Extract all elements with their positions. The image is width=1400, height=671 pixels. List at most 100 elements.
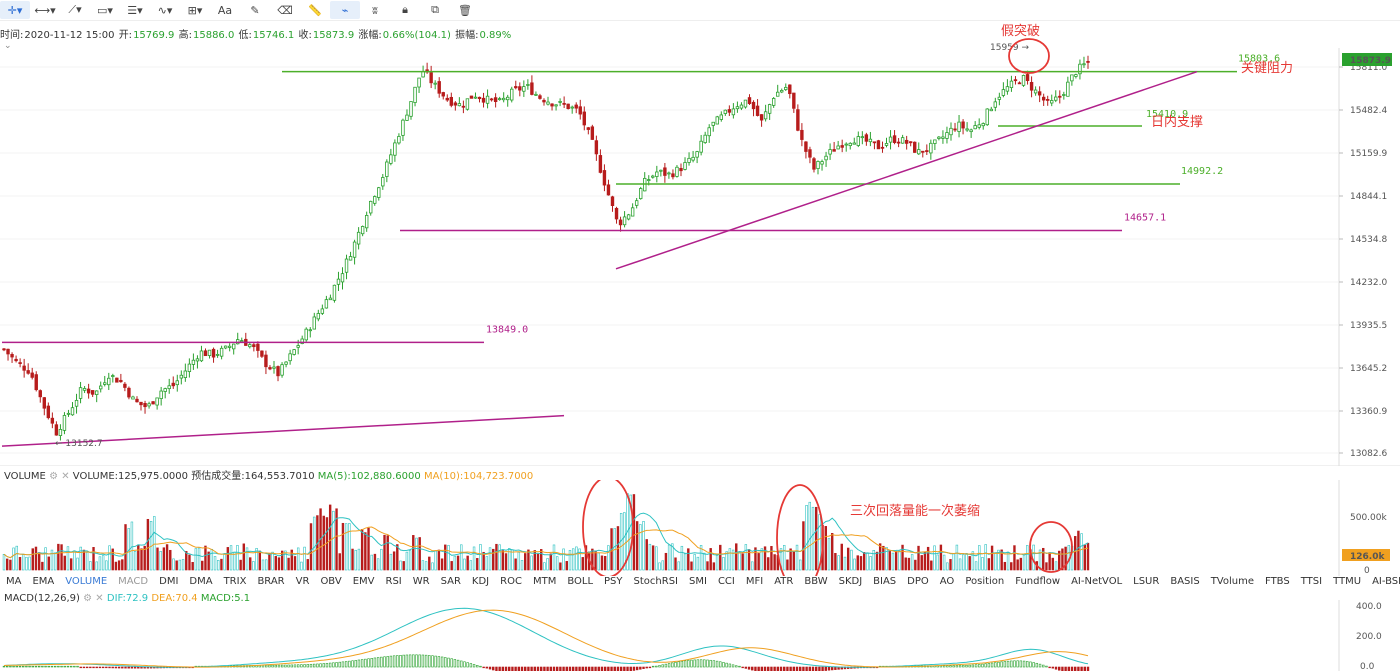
- macd-bar: [73, 665, 76, 668]
- lock-icon[interactable]: 🔒︎: [402, 3, 408, 16]
- trend-line-icon[interactable]: ⟋▾: [68, 3, 82, 16]
- macd-bar: [687, 660, 690, 668]
- copy-icon[interactable]: ⧉: [431, 3, 439, 16]
- macd-bar: [587, 666, 591, 671]
- indicator-tab-mtm[interactable]: MTM: [532, 576, 557, 587]
- indicator-tab-atr[interactable]: ATR: [774, 576, 794, 587]
- indicator-tab-roc[interactable]: ROC: [500, 576, 522, 587]
- indicator-tab-mfi[interactable]: MFI: [745, 576, 764, 587]
- eraser-icon[interactable]: ⌫: [277, 3, 293, 17]
- indicator-tab-stochrsi[interactable]: StochRSI: [633, 576, 678, 587]
- indicator-tab-ttmu[interactable]: TTMU: [1333, 576, 1362, 587]
- volume-bar: [328, 504, 332, 571]
- indicator-tab-macd[interactable]: MACD: [118, 576, 149, 587]
- amplitude-label: 振幅:: [455, 30, 479, 41]
- magnet-icon[interactable]: ⌁: [330, 1, 360, 19]
- indicator-tab-obv[interactable]: OBV: [320, 576, 342, 587]
- macd-chart[interactable]: 400.0 200.0 0.0: [0, 600, 1400, 671]
- indicator-tab-lsur[interactable]: LSUR: [1133, 576, 1160, 587]
- trash-icon[interactable]: 🗑︎: [458, 3, 472, 17]
- volume-bar: [89, 561, 92, 571]
- indicator-tab-skdj[interactable]: SKDJ: [838, 576, 863, 587]
- fib-lines-icon[interactable]: ☰▾: [127, 3, 143, 17]
- volume-bar: [907, 557, 911, 571]
- indicator-tab-smi[interactable]: SMI: [689, 576, 707, 587]
- indicator-tab-ai-bsi[interactable]: AI-BSI: [1372, 576, 1400, 587]
- volume-bar: [239, 559, 242, 571]
- indicator-tab-ao[interactable]: AO: [939, 576, 955, 587]
- indicator-tab-ftbs[interactable]: FTBS: [1265, 576, 1290, 587]
- indicator-tab-dma[interactable]: DMA: [189, 576, 213, 587]
- candle-body: [933, 139, 937, 144]
- candle-body: [123, 383, 127, 388]
- pattern-icon[interactable]: ʬ: [372, 3, 378, 17]
- volume-bar: [41, 561, 44, 571]
- indicator-tab-position[interactable]: Position: [965, 576, 1005, 587]
- indicator-tab-sar[interactable]: SAR: [440, 576, 461, 587]
- volume-bar: [568, 550, 572, 571]
- indicator-tab-rsi[interactable]: RSI: [385, 576, 402, 587]
- indicator-tab-ma[interactable]: MA: [6, 576, 22, 587]
- indicator-tab-dpo[interactable]: DPO: [907, 576, 929, 587]
- wave-icon[interactable]: ∿▾: [157, 3, 173, 17]
- indicator-tab-brar[interactable]: BRAR: [257, 576, 285, 587]
- candle-body: [316, 313, 321, 320]
- indicator-tab-fundflow[interactable]: Fundflow: [1015, 576, 1061, 587]
- text-icon[interactable]: Aa: [217, 3, 233, 17]
- settings-icon[interactable]: ⚙: [49, 471, 59, 482]
- horizontal-ray-icon[interactable]: ⟷▾: [34, 3, 56, 17]
- crosshair-icon[interactable]: ✛▾: [0, 1, 30, 19]
- measure-icon[interactable]: ⊞▾: [187, 3, 203, 17]
- indicator-tab-volume[interactable]: VOLUME: [65, 576, 108, 587]
- indicator-tab-ema[interactable]: EMA: [32, 576, 55, 587]
- candle-body: [634, 200, 639, 206]
- indicator-tab-dmi[interactable]: DMI: [159, 576, 179, 587]
- indicator-tab-kdj[interactable]: KDJ: [471, 576, 490, 587]
- candle-body: [219, 347, 224, 357]
- indicator-tab-vr[interactable]: VR: [295, 576, 310, 587]
- indicator-tab-ttsi[interactable]: TTSI: [1300, 576, 1323, 587]
- volume-bar: [367, 527, 370, 571]
- indicator-tab-boll[interactable]: BOLL: [567, 576, 594, 587]
- indicator-tab-psy[interactable]: PSY: [604, 576, 623, 587]
- indicator-tab-ai-netvol[interactable]: AI-NetVOL: [1071, 576, 1123, 587]
- macd-bar: [540, 666, 543, 671]
- indicator-tab-emv[interactable]: EMV: [352, 576, 375, 587]
- volume-chart[interactable]: 500.00k 126.0k 0 三次回落量能一次萎缩: [0, 480, 1400, 576]
- indicator-tab-wr[interactable]: WR: [412, 576, 430, 587]
- candle-body: [377, 187, 381, 198]
- macd-dea-line: [3, 609, 1089, 668]
- close-icon[interactable]: ✕: [61, 471, 70, 482]
- candle-body: [828, 149, 832, 155]
- macd-bar: [360, 659, 364, 668]
- volume-bar: [405, 551, 409, 571]
- macd-axis-label: 400.0: [1356, 602, 1382, 612]
- candle-body: [489, 98, 494, 101]
- candle-body: [715, 116, 719, 125]
- indicator-tab-bbw[interactable]: BBW: [804, 576, 828, 587]
- settings-icon[interactable]: ⚙: [83, 593, 93, 604]
- candle-body: [719, 114, 723, 120]
- indicator-tab-basis[interactable]: BASIS: [1170, 576, 1200, 587]
- ruler-icon[interactable]: 📏: [308, 3, 322, 17]
- volume-bar: [242, 543, 246, 571]
- candle-body: [586, 127, 591, 130]
- indicator-tab-tvolume[interactable]: TVolume: [1210, 576, 1254, 587]
- brush-icon[interactable]: ✎: [250, 3, 260, 17]
- candle-body: [328, 297, 333, 301]
- collapse-chevron-icon[interactable]: ⌄: [4, 41, 12, 51]
- indicator-tab-trix[interactable]: TRIX: [223, 576, 247, 587]
- price-chart[interactable]: 15811.0 15482.4 15159.9 14844.1 14534.8 14232…: [0, 0, 1400, 466]
- candle-body: [90, 390, 95, 395]
- volume-bar: [671, 543, 674, 571]
- macd-bar: [543, 666, 546, 671]
- candle-body: [369, 200, 373, 214]
- close-icon[interactable]: ✕: [95, 593, 104, 604]
- volume-bar: [15, 545, 18, 571]
- rectangle-icon[interactable]: ▭▾: [97, 3, 113, 17]
- volume-bar: [763, 546, 767, 571]
- candle-body: [187, 363, 192, 372]
- indicator-tab-bias[interactable]: BIAS: [873, 576, 897, 587]
- volume-bar: [456, 555, 460, 571]
- indicator-tab-cci[interactable]: CCI: [717, 576, 735, 587]
